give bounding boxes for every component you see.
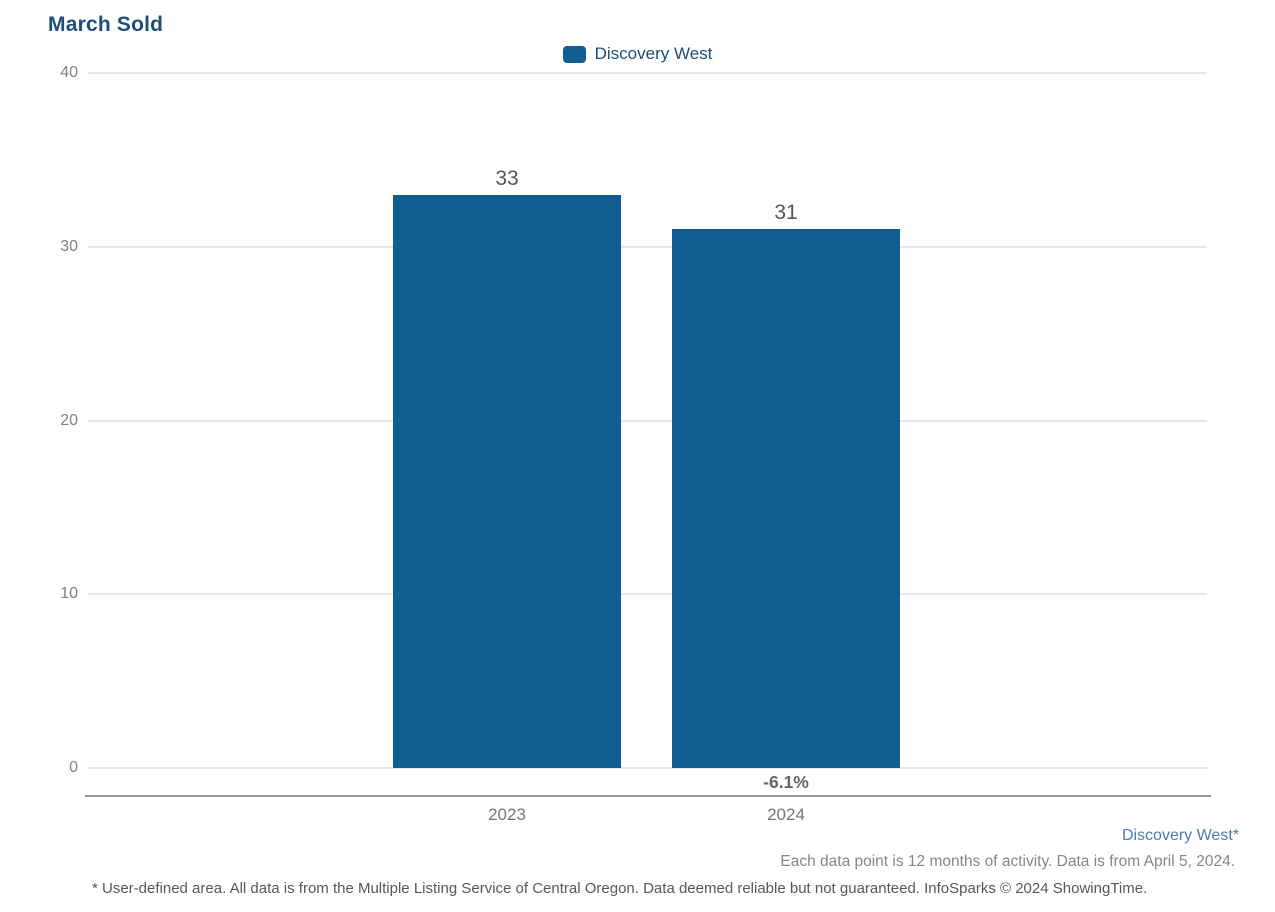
footer-disclaimer: * User-defined area. All data is from th… (92, 880, 1148, 897)
gridline-30 (88, 245, 1207, 248)
gridline-40 (88, 72, 1207, 74)
x-axis-label-2024: 2024 (767, 805, 805, 824)
legend-item-discovery-west[interactable]: Discovery West (562, 44, 713, 64)
y-tick-label-30: 30 (60, 237, 78, 255)
y-tick-label-20: 20 (60, 411, 78, 429)
legend: Discovery West (0, 44, 1275, 64)
bar-2023[interactable] (393, 194, 621, 768)
gridline-0 (88, 767, 1207, 769)
gridline-20 (88, 419, 1207, 422)
footer-data-note: Each data point is 12 months of activity… (780, 853, 1235, 870)
legend-label: Discovery West (594, 44, 713, 63)
bar-2024[interactable] (672, 229, 900, 768)
x-axis-line (85, 795, 1211, 797)
pct-change-label-2024: -6.1% (763, 772, 809, 792)
bar-value-label-2023: 33 (495, 166, 519, 190)
bar-value-label-2024: 31 (774, 201, 798, 225)
legend-swatch-icon (562, 45, 586, 63)
y-tick-label-10: 10 (60, 585, 78, 603)
chart-title: March Sold (48, 13, 164, 36)
y-tick-label-40: 40 (60, 64, 78, 81)
x-axis-label-2023: 2023 (488, 805, 526, 824)
footer-area-label[interactable]: Discovery West* (1121, 827, 1239, 844)
gridline-10 (88, 593, 1207, 596)
y-tick-label-0: 0 (69, 759, 78, 776)
